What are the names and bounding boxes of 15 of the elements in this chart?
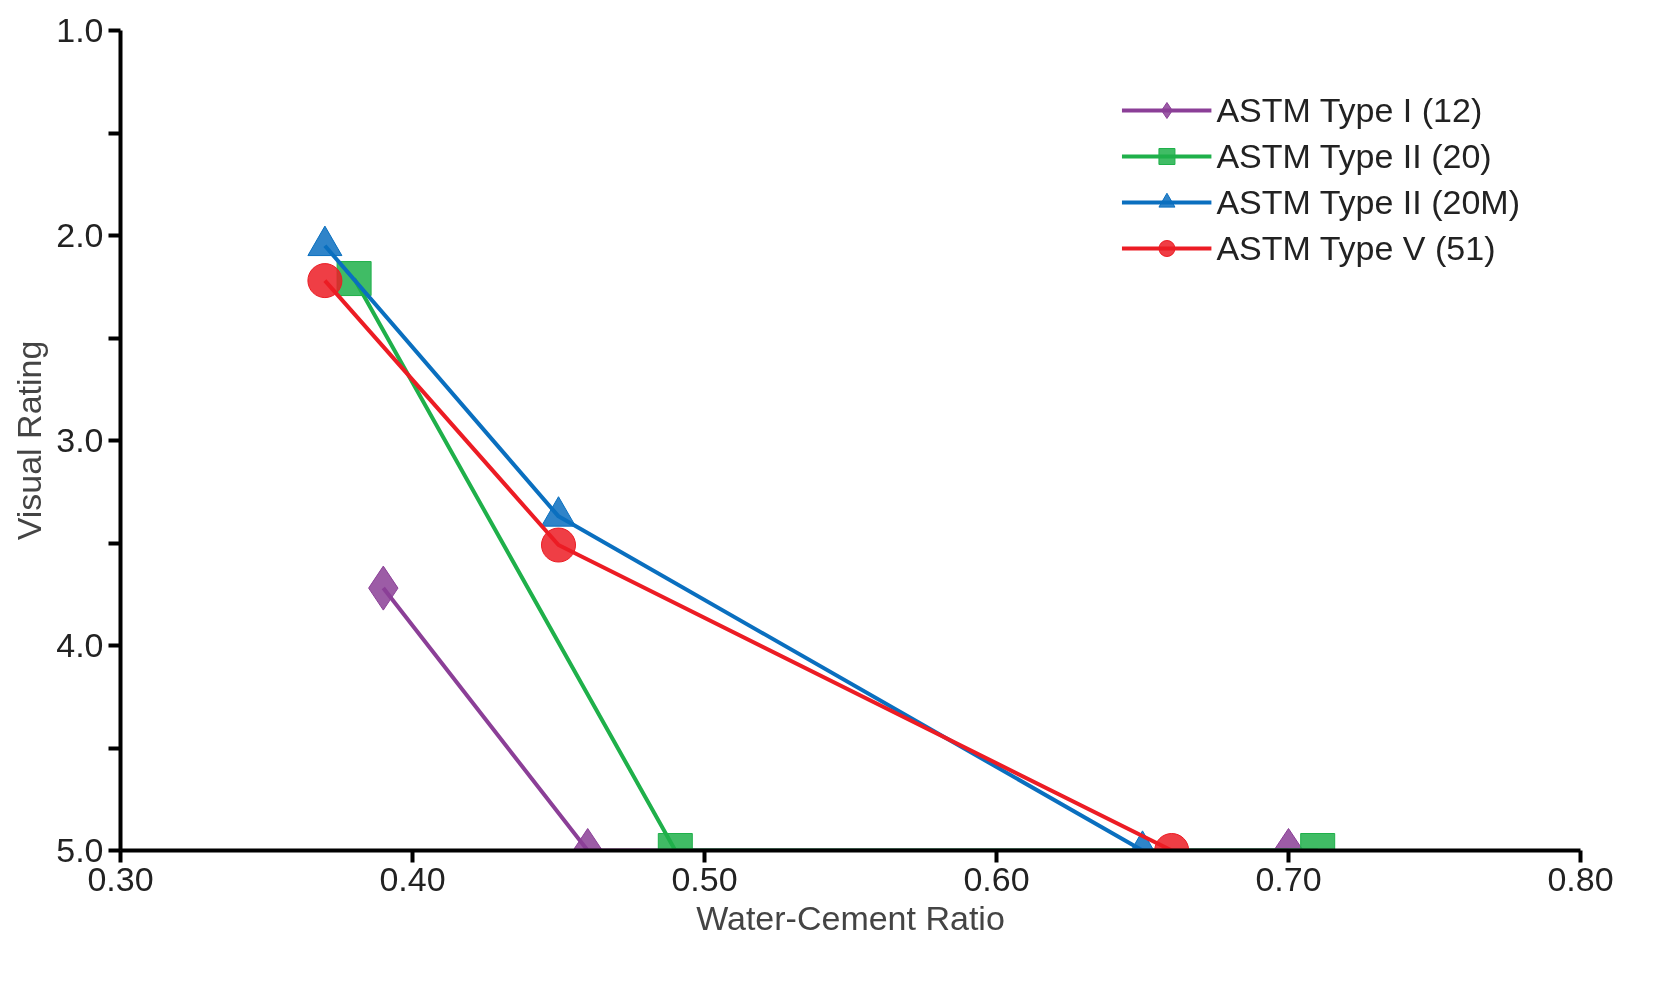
x-tick-label: 0.70: [1255, 859, 1322, 898]
legend-label: ASTM Type II (20M): [1216, 182, 1520, 222]
y-tick-label: 4.0: [56, 626, 104, 664]
y-axis-title: Visual Rating: [10, 340, 49, 541]
legend-label: ASTM Type I (12): [1216, 90, 1483, 130]
x-tick-label: 0.50: [671, 859, 738, 898]
x-tick-label: 0.60: [963, 859, 1030, 898]
legend-label: ASTM Type II (20): [1216, 136, 1492, 176]
y-tick-label: 3.0: [56, 421, 104, 459]
legend-label: ASTM Type V (51): [1216, 228, 1496, 268]
x-axis-title: Water-Cement Ratio: [696, 898, 1005, 937]
x-tick-label: 0.40: [379, 859, 446, 898]
y-tick-label: 2.0: [56, 216, 104, 254]
y-tick-label: 1.0: [56, 11, 104, 49]
x-tick-label: 0.80: [1547, 859, 1614, 898]
